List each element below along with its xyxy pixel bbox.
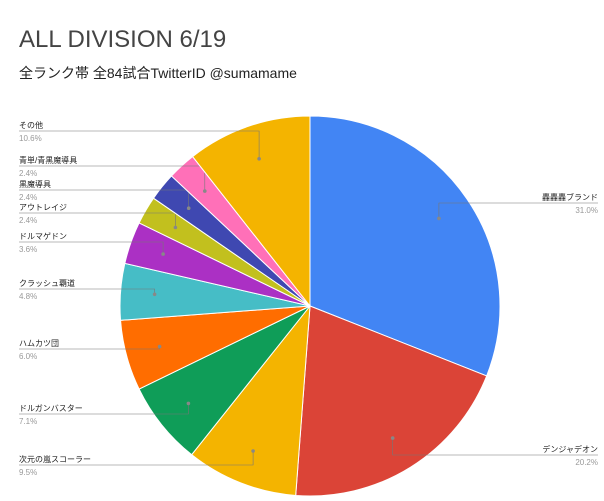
slice-percent-11: 10.6%	[19, 134, 42, 143]
leader-line-1	[438, 202, 598, 219]
leader-dot-8	[173, 225, 178, 230]
slice-label-5: ハムカツ団	[19, 339, 59, 348]
leader-line-7	[19, 241, 164, 255]
leader-dot-2	[390, 436, 395, 440]
slice-label-1: 轟轟轟ブランド	[542, 192, 598, 202]
leader-dot-4	[186, 401, 191, 406]
leader-dot-7	[161, 252, 165, 256]
slice-percent-5: 6.0%	[19, 352, 37, 361]
slice-percent-9: 2.4%	[19, 193, 37, 202]
leader-line-11	[19, 130, 260, 159]
slice-percent-8: 2.4%	[19, 216, 37, 225]
leader-dot-5	[157, 344, 162, 349]
leader-dot-11	[257, 157, 261, 161]
chart-title: ALL DIVISION 6/19	[19, 26, 227, 53]
leader-line-3	[19, 451, 254, 466]
slice-label-2: デンジャデオン	[542, 444, 598, 454]
slice-percent-10: 2.4%	[19, 169, 37, 178]
slice-percent-1: 31.0%	[575, 206, 598, 215]
leader-dot-9	[186, 206, 191, 210]
leader-dot-1	[437, 216, 441, 221]
slice-label-4: ドルガンバスター	[19, 403, 83, 413]
slice-label-9: 黒魔導具	[19, 179, 51, 189]
slice-percent-6: 4.8%	[19, 292, 37, 301]
slice-percent-2: 20.2%	[575, 458, 598, 467]
slice-label-6: クラッシュ覇道	[19, 278, 75, 288]
leader-dot-3	[251, 449, 255, 453]
slice-label-3: 次元の嵐スコーラー	[19, 454, 91, 464]
leader-line-2	[392, 438, 598, 456]
slice-label-11: その他	[19, 120, 43, 130]
pie-slice-11	[191, 115, 311, 308]
slice-percent-7: 3.6%	[19, 245, 37, 254]
slice-percent-3: 9.5%	[19, 468, 37, 477]
slice-label-10: 青単/青黒魔導具	[19, 155, 77, 165]
leader-dot-10	[203, 189, 207, 193]
chart-subtitle: 全ランク帯 全84試合TwitterID @sumamame	[19, 65, 297, 81]
pie-slice-1	[309, 115, 501, 377]
pie-slice-2	[295, 305, 488, 497]
pie-slice-3	[190, 304, 311, 496]
slice-label-7: ドルマゲドン	[19, 231, 67, 241]
slice-label-8: アウトレイジ	[19, 203, 67, 212]
slice-percent-4: 7.1%	[19, 417, 37, 426]
leader-dot-6	[152, 292, 157, 297]
leader-line-4	[19, 403, 189, 415]
